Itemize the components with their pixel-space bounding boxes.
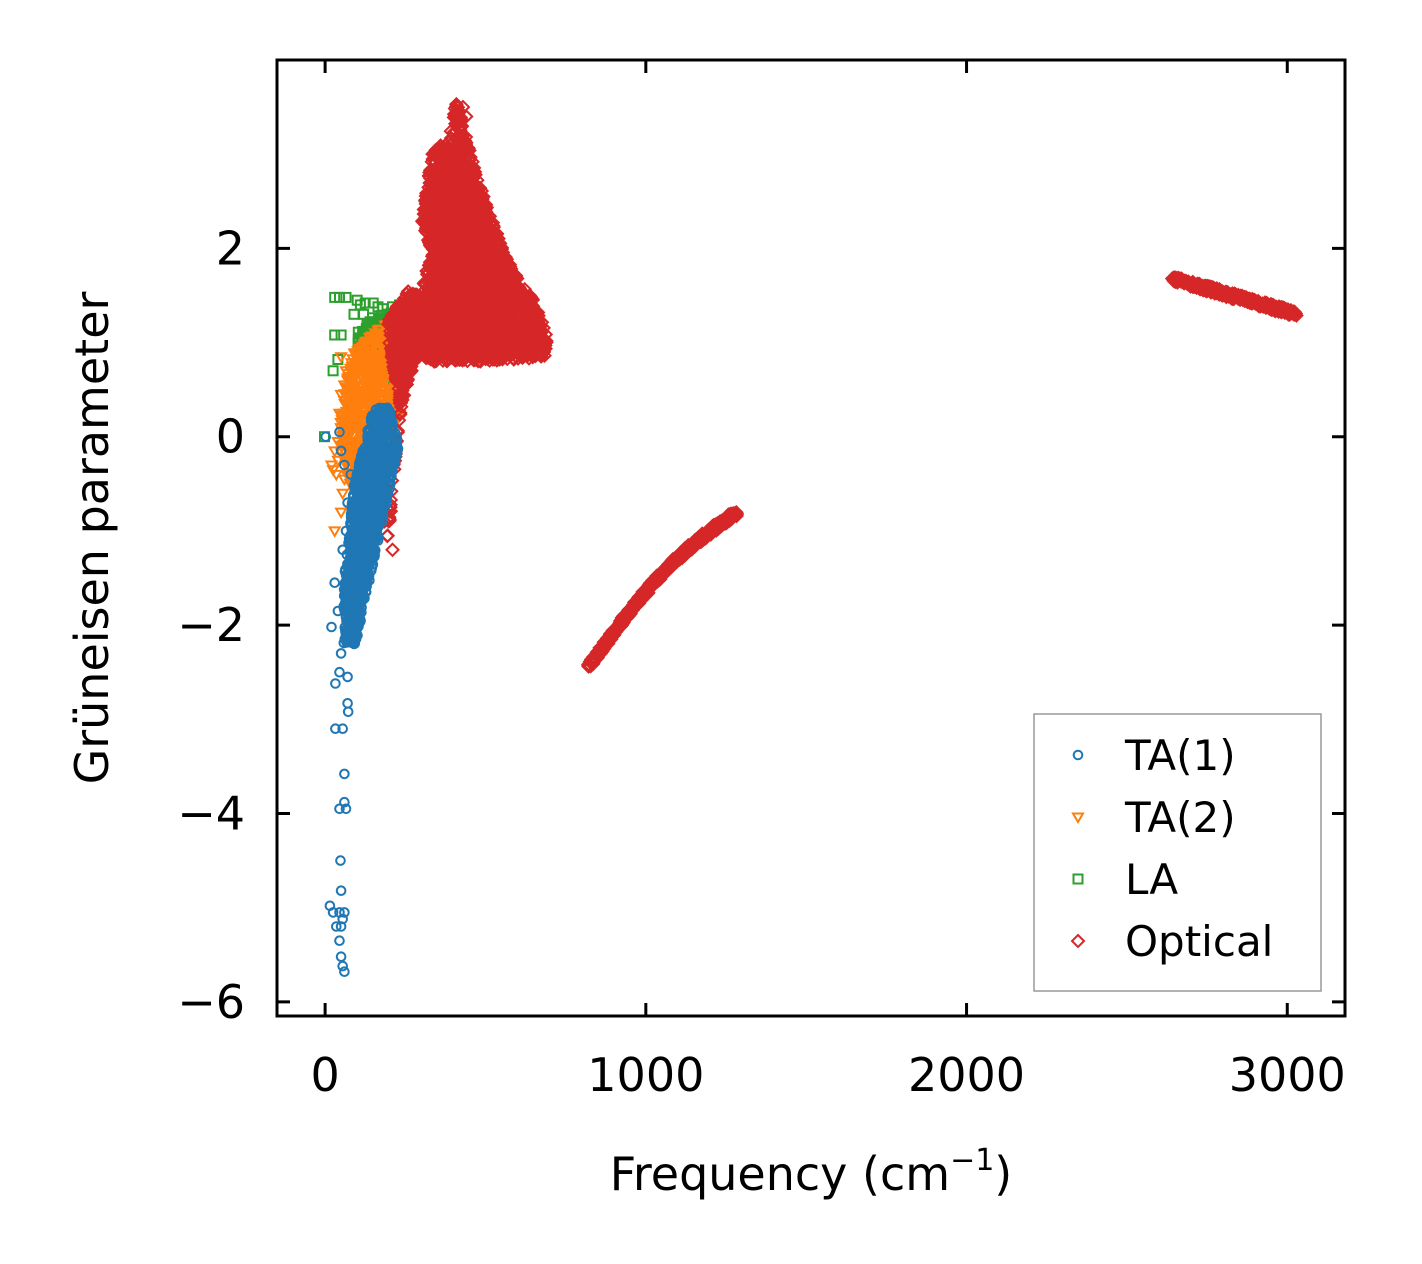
point-ta2	[379, 391, 393, 404]
point-ta2	[339, 366, 353, 378]
point-la	[335, 329, 347, 341]
point-ta2	[373, 336, 388, 348]
point-ta2	[372, 345, 386, 358]
point-ta2	[334, 352, 348, 364]
point-ta2	[340, 409, 354, 422]
point-la	[329, 329, 341, 341]
point-ta2	[343, 420, 358, 433]
point-la	[352, 326, 364, 338]
point-ta2	[331, 455, 345, 468]
point-la	[364, 316, 376, 328]
point-la	[327, 365, 339, 377]
point-ta2	[345, 372, 360, 385]
point-ta2	[374, 353, 389, 365]
point-ta2	[366, 383, 380, 395]
point-ta2	[327, 526, 342, 538]
point-ta2	[364, 398, 378, 411]
point-ta2	[369, 391, 383, 403]
point-ta2	[379, 388, 393, 401]
point-la	[340, 291, 352, 303]
point-ta2	[382, 379, 396, 391]
point-ta2	[331, 437, 345, 449]
point-ta2	[359, 389, 374, 401]
point-ta2	[337, 474, 352, 487]
point-ta2	[365, 331, 379, 343]
point-ta2	[369, 362, 384, 374]
point-ta2	[355, 373, 370, 385]
point-ta2	[337, 380, 352, 392]
point-la	[334, 291, 345, 303]
point-ta2	[334, 417, 348, 430]
point-ta2	[335, 488, 350, 501]
point-ta2	[334, 389, 348, 402]
series-optical	[376, 96, 1304, 674]
point-ta2	[368, 371, 383, 384]
point-ta2	[351, 397, 365, 409]
point-la	[358, 308, 370, 320]
point-ta2	[342, 448, 356, 460]
point-ta2	[334, 507, 348, 520]
point-ta2	[345, 403, 360, 415]
point-ta2	[362, 377, 377, 390]
point-ta2	[353, 423, 368, 435]
point-la	[348, 308, 360, 320]
point-ta2	[360, 342, 375, 355]
point-ta2	[376, 375, 390, 387]
point-ta2	[368, 396, 383, 409]
point-ta2	[365, 355, 379, 367]
point-ta2	[356, 354, 370, 366]
point-ta2	[353, 361, 368, 373]
point-ta2	[369, 374, 383, 386]
point-ta2	[347, 391, 361, 404]
plot-marks	[319, 96, 1304, 978]
point-ta2	[332, 408, 347, 421]
point-ta2	[352, 343, 367, 356]
point-ta2	[349, 414, 363, 426]
